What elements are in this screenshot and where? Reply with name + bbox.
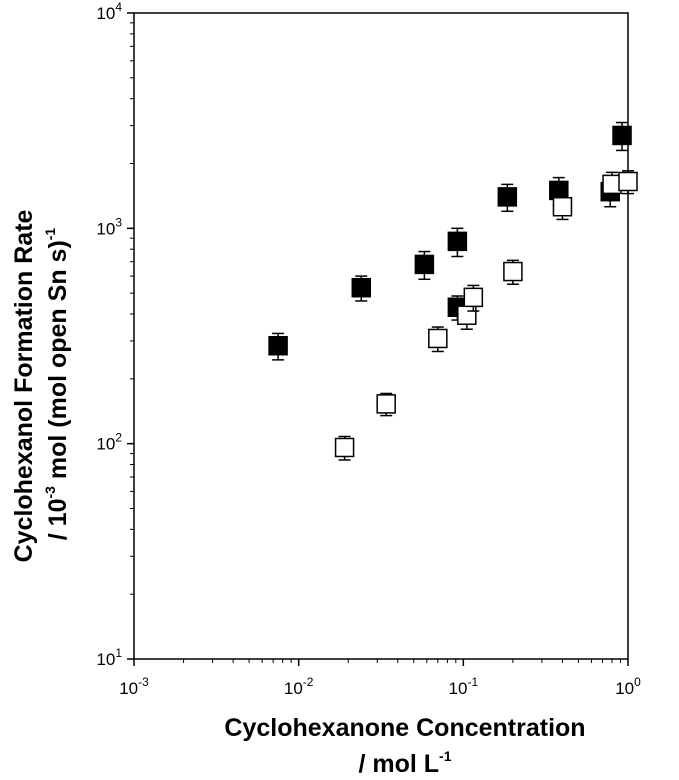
data-point-filled: [549, 180, 569, 201]
x-tick-label: 10-2: [284, 675, 314, 698]
plot-frame: [133, 12, 629, 660]
data-point-filled: [414, 254, 435, 275]
x-tick-label: 10-1: [449, 675, 479, 698]
y-axis-title-line2: / 10-3 mol (mol open Sn s)-1: [42, 228, 72, 541]
y-tick-label: 104: [96, 0, 122, 23]
data-point-open: [552, 196, 573, 217]
data-point-filled: [497, 187, 518, 207]
data-point-filled: [447, 231, 468, 252]
data-point-filled: [351, 277, 372, 298]
data-point-filled: [612, 125, 632, 146]
x-tick-label: 100: [615, 675, 641, 698]
data-point-open: [428, 328, 448, 349]
x-axis-title-line1: Cyclohexanone Concentration: [224, 714, 585, 742]
data-point-open: [376, 394, 396, 414]
x-axis-title-line2: / mol L-1: [358, 748, 451, 778]
data-point-open: [334, 437, 355, 458]
data-point-open: [618, 171, 638, 192]
y-axis-title-line1: Cyclohexanol Formation Rate: [10, 209, 38, 562]
data-point-open: [463, 287, 484, 308]
x-tick-label: 10-3: [119, 675, 149, 698]
y-tick-label: 102: [96, 431, 122, 454]
data-point-open: [503, 261, 523, 282]
data-point-filled: [268, 335, 288, 356]
y-tick-label: 103: [96, 215, 122, 238]
y-tick-label: 101: [96, 646, 122, 669]
